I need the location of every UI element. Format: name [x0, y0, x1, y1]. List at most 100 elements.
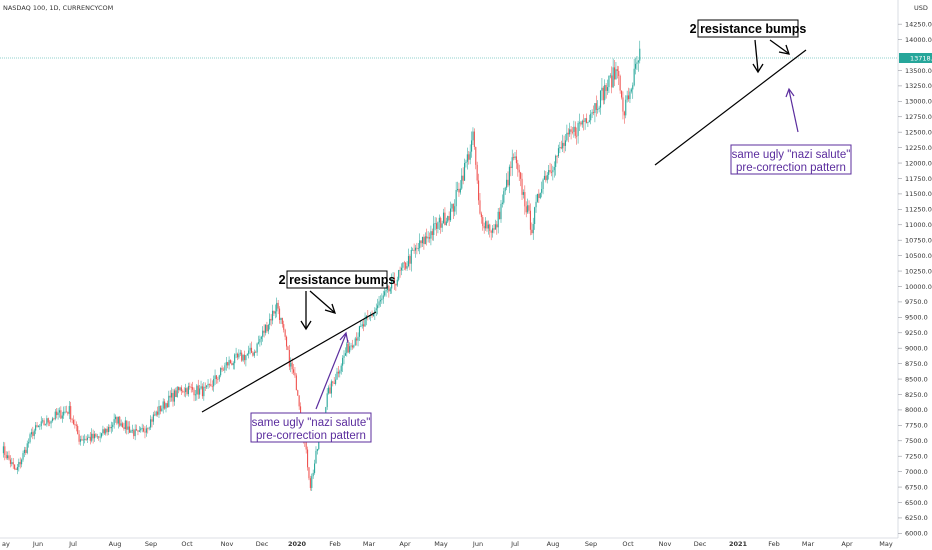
- candle-body: [332, 381, 334, 383]
- candle-body: [444, 212, 446, 226]
- candle-body: [227, 362, 229, 366]
- candle-body: [464, 163, 466, 181]
- candle-body: [47, 418, 49, 423]
- candle-body: [253, 351, 255, 356]
- candle-body: [340, 365, 342, 372]
- candle-body: [305, 442, 307, 450]
- price-tick-label: 7250.0: [905, 453, 928, 461]
- candle-body: [203, 386, 205, 397]
- price-axis-ticks: 14250.0 14000.0 13500.0 13250.0 13000.0 12750…: [898, 20, 932, 538]
- candle-body: [117, 416, 119, 424]
- candle-body: [44, 424, 47, 426]
- candle-body: [543, 175, 546, 180]
- candle-body: [522, 192, 524, 195]
- candle-body: [466, 154, 468, 162]
- candle-body: [531, 229, 533, 234]
- candle-body: [587, 122, 589, 123]
- candle-body: [471, 140, 473, 152]
- candle-body: [314, 463, 316, 473]
- price-tick-label: 9250.0: [905, 329, 928, 337]
- candle-body: [407, 256, 410, 267]
- candle-body: [529, 210, 531, 230]
- candle-body: [221, 367, 223, 370]
- candle-body: [56, 411, 58, 416]
- time-tick-label: Mar: [802, 540, 815, 548]
- candle-body: [472, 131, 474, 141]
- candle-body: [410, 250, 412, 264]
- candle-body: [16, 467, 18, 470]
- candle-body: [155, 411, 157, 416]
- candle-body: [550, 171, 553, 173]
- price-tick-label: 12500.0: [905, 128, 932, 136]
- candle-body: [353, 345, 355, 348]
- candle-body: [39, 425, 41, 427]
- price-tick-label: 10250.0: [905, 267, 932, 275]
- trendline-2020[interactable]: [201, 311, 377, 413]
- candle-body: [145, 428, 147, 433]
- candle-body: [137, 430, 139, 432]
- candle-body: [166, 403, 168, 408]
- time-tick-label: Nov: [221, 540, 234, 548]
- time-tick-label: Mar: [363, 540, 376, 548]
- candle-body: [19, 461, 21, 465]
- candle-body: [182, 390, 184, 392]
- candle-body: [147, 428, 149, 430]
- candle-body: [372, 313, 374, 317]
- candle-body: [152, 414, 154, 422]
- candle-body: [557, 148, 560, 157]
- pattern-2021-box[interactable]: [730, 144, 852, 175]
- candle-body: [413, 249, 415, 251]
- candle-body: [57, 412, 59, 416]
- candle-body: [269, 318, 271, 325]
- candle-body: [81, 439, 83, 441]
- candle-body: [249, 347, 251, 351]
- candle-body: [22, 453, 24, 460]
- price-tick-label: 12000.0: [905, 159, 932, 167]
- time-tick-label: Oct: [181, 540, 193, 548]
- candle-body: [403, 262, 405, 264]
- candle-body: [64, 411, 66, 413]
- candle-body: [291, 362, 293, 370]
- candle-body: [562, 142, 564, 149]
- candle-body: [346, 343, 348, 354]
- candle-body: [151, 419, 153, 422]
- bumps-2020-box[interactable]: [286, 270, 388, 289]
- candle-body: [68, 406, 70, 414]
- price-tick-label: 11500.0: [905, 190, 932, 198]
- trendline-2021[interactable]: [654, 49, 807, 166]
- candle-body: [344, 353, 346, 356]
- candle-body: [243, 354, 246, 361]
- candle-body: [53, 418, 55, 420]
- candle-body: [402, 262, 404, 268]
- candle-body: [339, 371, 341, 374]
- candle-body: [43, 420, 45, 426]
- candle-body: [32, 432, 34, 436]
- candle-body: [448, 216, 450, 221]
- candle-body: [82, 439, 84, 441]
- candle-body: [580, 122, 582, 125]
- candle-body: [172, 392, 174, 402]
- candle-body: [173, 390, 175, 402]
- candle-body: [283, 324, 285, 330]
- candle-body: [414, 247, 417, 251]
- candle-body: [384, 291, 386, 296]
- candle-body: [532, 224, 534, 234]
- candle-body: [427, 237, 429, 239]
- candle-body: [619, 75, 621, 91]
- candle-body: [358, 326, 360, 337]
- candle-body: [103, 429, 105, 434]
- candle-body: [333, 382, 335, 384]
- candle-body: [255, 351, 257, 353]
- candle-body: [113, 419, 115, 425]
- candle-body: [308, 467, 310, 479]
- candle-body: [608, 75, 610, 88]
- candle-body: [127, 426, 129, 430]
- pattern-2020-box[interactable]: [250, 412, 372, 443]
- time-axis-ticks: ay Jun Jul Aug Sep Oct Nov Dec 2020 Feb Mar Apr May J…: [2, 540, 893, 548]
- candle-body: [298, 395, 300, 407]
- candle-body: [102, 429, 104, 434]
- bumps-2021-box[interactable]: [697, 19, 799, 38]
- candle-body: [325, 407, 327, 417]
- candle-body: [136, 429, 138, 431]
